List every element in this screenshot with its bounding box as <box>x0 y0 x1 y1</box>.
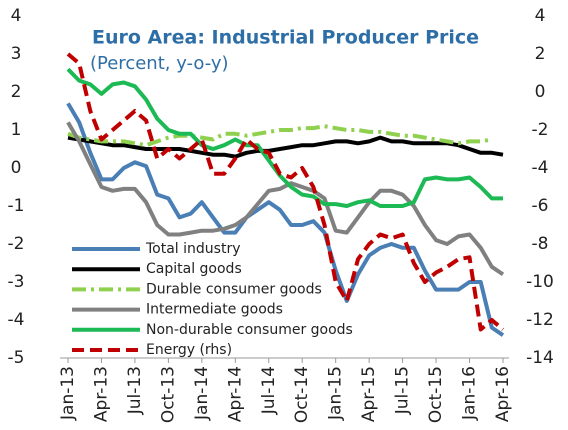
x-tick-label: Jul-14 <box>259 366 279 415</box>
y-tick-label: -2 <box>8 234 25 254</box>
legend-label: Total industry <box>145 241 241 257</box>
y2-tick-label: 4 <box>535 6 546 26</box>
x-tick-label: Oct-13 <box>158 366 178 423</box>
x-tick-label: Apr-14 <box>225 366 245 422</box>
x-tick-label: Apr-13 <box>91 366 111 422</box>
legend-label: Energy (rhs) <box>146 342 232 358</box>
x-tick-label: Jul-13 <box>125 366 145 415</box>
x-tick-label: Oct-15 <box>426 366 446 423</box>
y2-tick-label: 0 <box>535 82 546 102</box>
series-line <box>66 67 503 208</box>
y-tick-label: 4 <box>11 6 22 26</box>
x-tick-label: Jan-13 <box>58 366 78 421</box>
y-tick-label: -4 <box>8 310 25 330</box>
x-tick-label: Jan-14 <box>192 366 212 421</box>
y2-tick-label: -2 <box>532 120 549 140</box>
x-tick-label: Oct-14 <box>292 366 312 423</box>
legend-label: Durable consumer goods <box>146 281 322 297</box>
legend-label: Intermediate goods <box>146 302 283 318</box>
chart-subtitle: (Percent, y-o-y) <box>90 53 229 74</box>
y-tick-label: 3 <box>11 44 22 64</box>
x-tick-label: Jan-16 <box>460 366 480 421</box>
series-line <box>67 135 504 159</box>
y2-tick-label: -10 <box>526 272 554 292</box>
series-line <box>66 52 505 332</box>
x-tick-label: Jan-15 <box>326 366 346 421</box>
x-tick-label: Apr-16 <box>493 366 513 422</box>
y2-tick-label: -4 <box>532 158 549 178</box>
x-tick-label: Jul-15 <box>393 366 413 415</box>
legend-label: Non-durable consumer goods <box>146 322 353 338</box>
series-line <box>66 121 505 277</box>
series-line <box>67 124 493 148</box>
y-tick-label: -3 <box>8 272 25 292</box>
y-tick-label: 2 <box>11 82 22 102</box>
y2-tick-label: -6 <box>532 196 549 216</box>
y-tick-label: -5 <box>8 348 25 368</box>
legend-label: Capital goods <box>146 261 242 277</box>
series-line <box>66 102 505 337</box>
y-tick-label: 1 <box>11 120 22 140</box>
y-tick-label: 0 <box>11 158 22 178</box>
y-tick-label: -1 <box>8 196 25 216</box>
y2-tick-label: -14 <box>526 348 554 368</box>
y2-tick-label: -8 <box>532 234 549 254</box>
y2-tick-label: 2 <box>535 44 546 64</box>
y2-tick-label: -12 <box>526 310 554 330</box>
chart-title: Euro Area: Industrial Producer Price <box>92 27 479 49</box>
x-tick-label: Apr-15 <box>359 366 379 422</box>
